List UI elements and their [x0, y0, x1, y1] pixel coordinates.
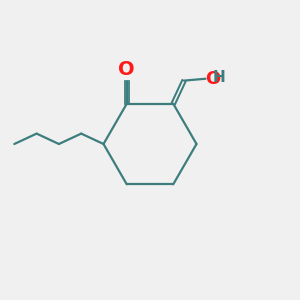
Text: O: O	[118, 60, 135, 79]
Text: H: H	[212, 70, 225, 85]
Text: O: O	[205, 70, 220, 88]
